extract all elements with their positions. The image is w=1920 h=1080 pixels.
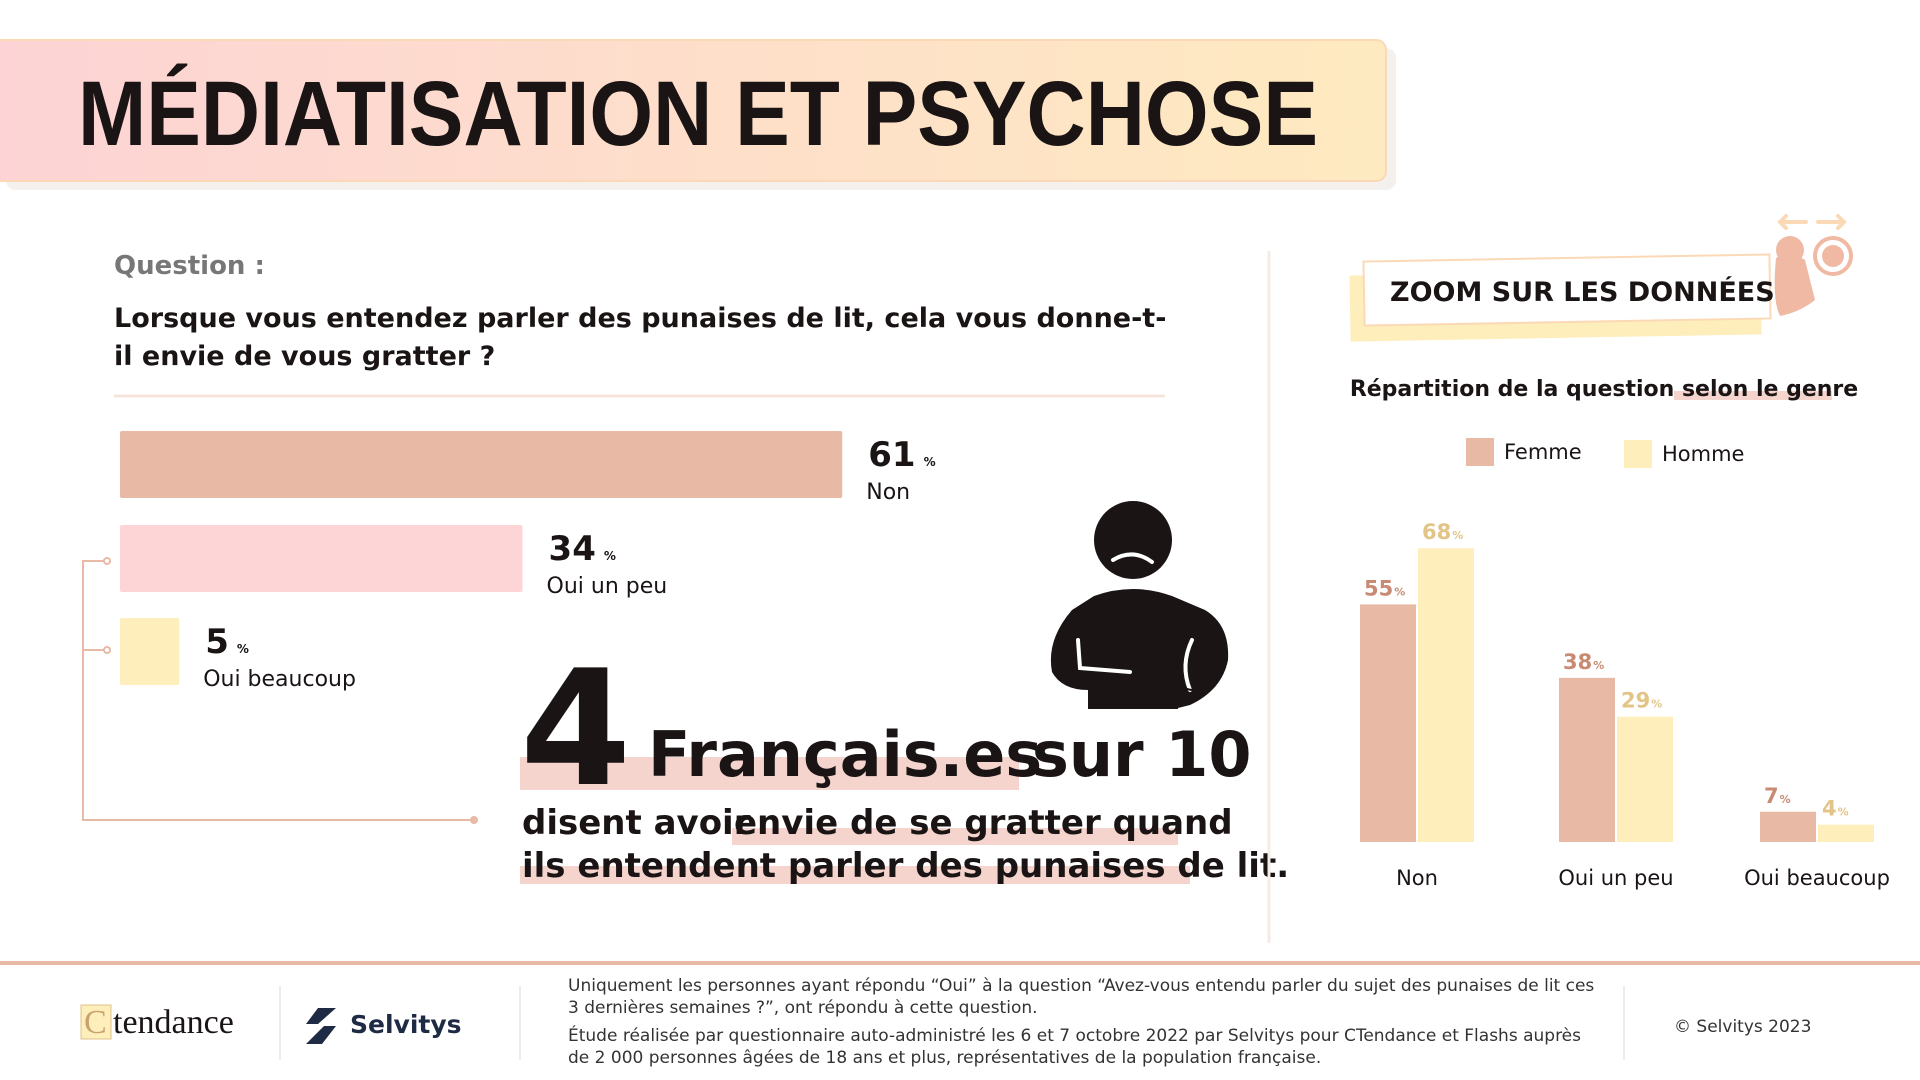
scratch-icon — [1050, 501, 1229, 709]
logo-box — [80, 1004, 112, 1040]
title-underline — [1674, 391, 1832, 400]
chart-title: Répartition de la question selon le genr… — [1350, 377, 1858, 402]
scratch-icon-details — [1076, 552, 1194, 692]
footer-separators — [279, 986, 1625, 1060]
category-label: Oui un peu — [547, 574, 668, 599]
unit-label: % — [1593, 659, 1604, 672]
value-label: 5 — [205, 622, 229, 662]
value-label: 68 — [1422, 520, 1451, 544]
bar — [1760, 811, 1816, 842]
highlight-phrase: ils entendent parler des punaises de lit… — [522, 846, 1289, 886]
bar — [1559, 677, 1615, 842]
value-label: 7 — [1764, 784, 1779, 808]
highlight-ratio: sur 10 — [1032, 718, 1251, 791]
selvitys-logo-text: Selvitys — [350, 1010, 462, 1039]
bar — [1818, 824, 1874, 842]
value-label: 38 — [1563, 650, 1592, 674]
category-label: Oui beaucoup — [203, 667, 356, 692]
selvitys-icon — [306, 1008, 336, 1044]
footnote: Uniquement les personnes ayant répondu “… — [568, 976, 1595, 1018]
highlight-band — [520, 757, 1019, 790]
zoom-label: ZOOM SUR LES DONNÉES — [1390, 276, 1775, 308]
unit-label: % — [604, 549, 616, 563]
highlight-band — [520, 866, 1190, 884]
legend-swatch — [1466, 438, 1494, 466]
category-label: Non — [866, 480, 910, 505]
value-label: 55 — [1364, 576, 1393, 600]
header-banner — [0, 39, 1387, 182]
unit-label: % — [924, 455, 936, 469]
legend-swatch — [1624, 440, 1652, 468]
logo-text: tendance — [113, 1004, 234, 1041]
zoom-box — [1362, 253, 1772, 327]
value-label: 34 — [549, 529, 596, 569]
value-label: 4 — [1822, 797, 1837, 821]
copyright: © Selvitys 2023 — [1674, 1017, 1811, 1037]
bar — [120, 618, 180, 685]
bar — [120, 431, 843, 498]
logo-mark: C — [84, 1004, 107, 1041]
question-text: Lorsque vous entendez parler des punaise… — [114, 303, 1167, 372]
hand-icon — [1774, 214, 1853, 316]
x-tick-label: Oui beaucoup — [1744, 866, 1890, 890]
x-tick-label: Oui un peu — [1558, 866, 1673, 890]
unit-label: % — [237, 642, 249, 656]
highlight-phrase: envie de se gratter quand — [734, 803, 1233, 843]
x-tick-label: Non — [1396, 866, 1438, 890]
value-label: 29 — [1621, 689, 1650, 713]
highlight-band — [732, 828, 1178, 845]
highlight-lead: disent avoir — [522, 803, 751, 843]
unit-label: % — [1452, 529, 1463, 542]
bracket — [82, 557, 478, 824]
legend-label: Femme — [1504, 440, 1582, 464]
value-label: 61 — [868, 435, 915, 475]
question-label: Question : — [114, 251, 265, 281]
bar — [120, 525, 523, 592]
bar — [1418, 548, 1474, 842]
bar — [1617, 716, 1673, 842]
unit-label: % — [1651, 698, 1662, 711]
legend-label: Homme — [1662, 442, 1744, 466]
page-title: MÉDIATISATION ET PSYCHOSE — [78, 62, 1318, 165]
unit-label: % — [1780, 793, 1791, 806]
highlight-number: 4 — [520, 635, 631, 822]
unit-label: % — [1838, 806, 1849, 819]
footnote: Étude réalisée par questionnaire auto-ad… — [568, 1026, 1582, 1068]
highlight-subject: Français.es — [648, 718, 1042, 791]
bar — [1360, 604, 1416, 842]
unit-label: % — [1394, 585, 1405, 598]
scratch-lines — [1119, 687, 1203, 699]
